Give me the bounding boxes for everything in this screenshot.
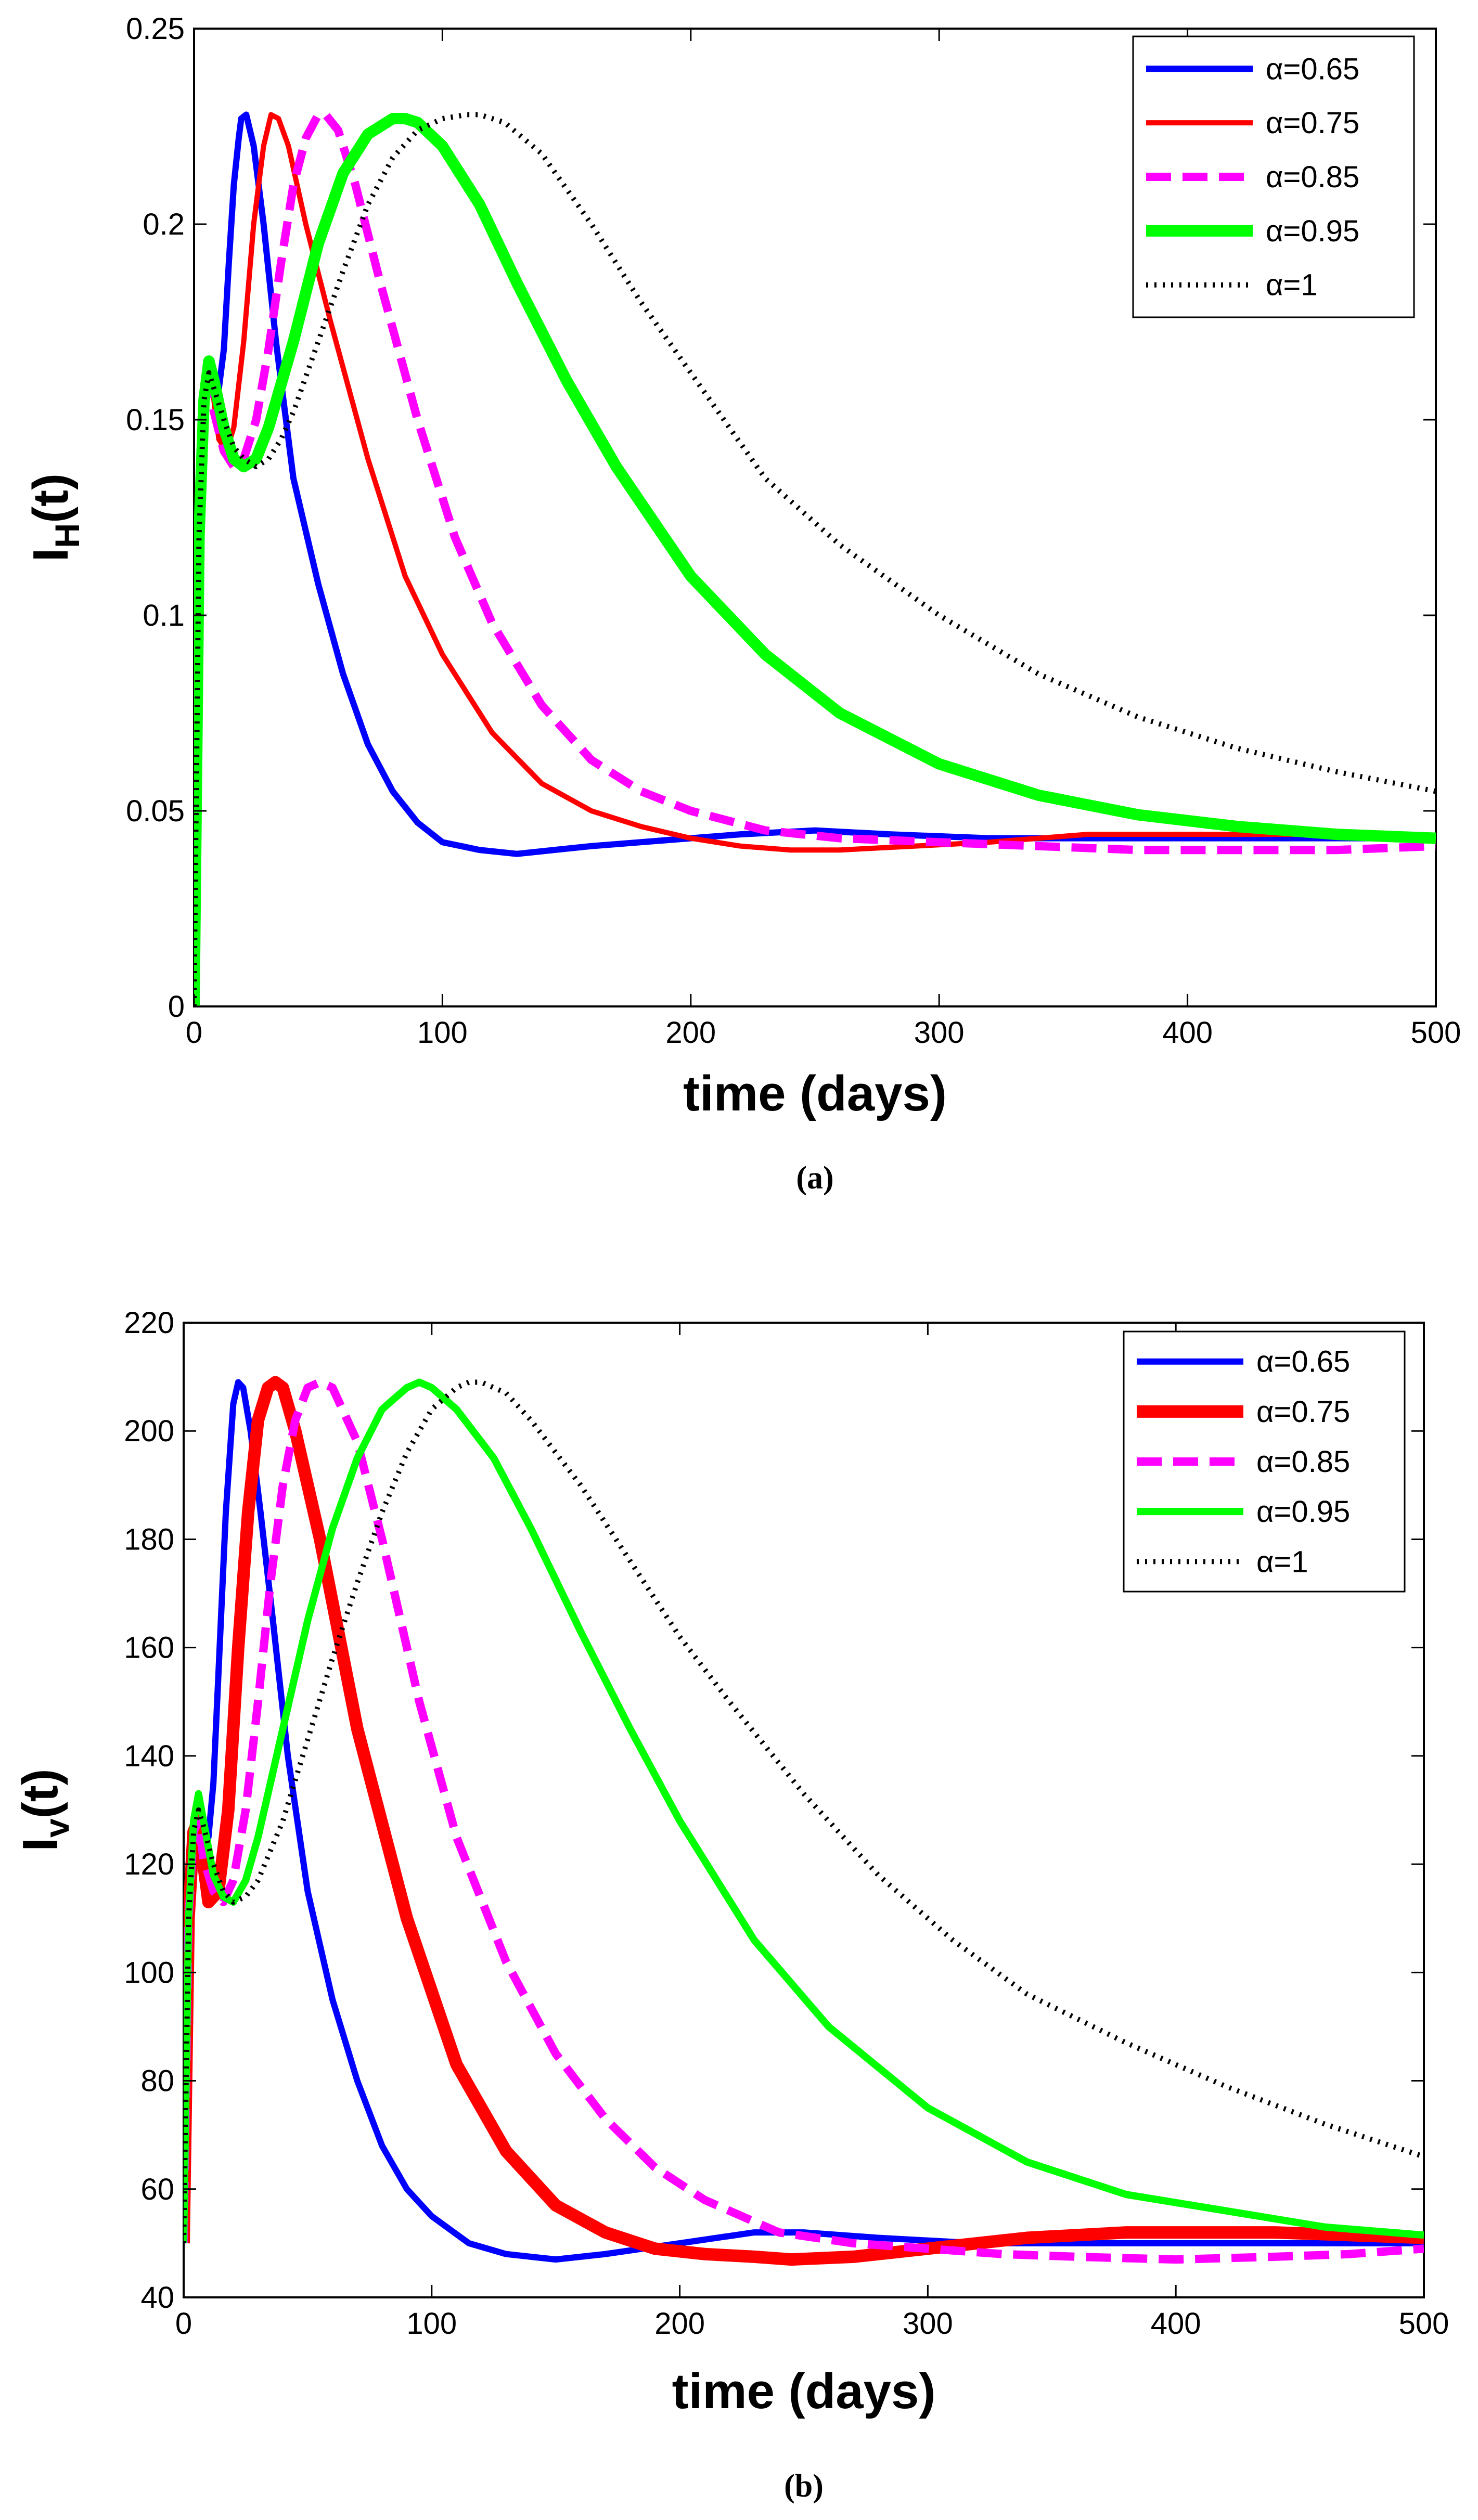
tick-group: 0 100 200 300 400 500 40 60 80 100 120 140 160 180 200… xyxy=(124,1306,1449,2341)
x-tick-label: 400 xyxy=(1162,1016,1213,1050)
y-axis-label-subscript: H xyxy=(48,523,86,548)
y-tick-label: 40 xyxy=(140,2281,174,2315)
series-group xyxy=(184,1376,1424,2266)
y-tick-label: 0.1 xyxy=(143,599,185,632)
x-axis-label: time (days) xyxy=(672,2363,936,2419)
x-tick-label: 0 xyxy=(186,1016,202,1050)
x-tick-label: 100 xyxy=(417,1016,468,1050)
y-tick-label: 0.2 xyxy=(143,208,185,241)
x-tick-label: 500 xyxy=(1411,1016,1461,1050)
legend-box xyxy=(1123,1330,1406,1593)
y-tick-label: 140 xyxy=(124,1739,174,1773)
y-tick-label: 100 xyxy=(124,1956,174,1989)
x-tick-label: 400 xyxy=(1151,2307,1201,2341)
y-axis-label: Iv(t) xyxy=(12,1768,76,1851)
series-line-4 xyxy=(194,113,1436,1006)
y-axis-label-main: I xyxy=(23,548,79,562)
legend: α=0.65 α=0.75 α=0.85 α=0.95 α=1 xyxy=(1132,35,1415,318)
legend-label-2: α=0.75 xyxy=(1266,106,1359,140)
legend-label-3: α=0.85 xyxy=(1256,1445,1350,1479)
y-axis-label-suffix: (t) xyxy=(23,473,79,523)
legend-label-2: α=0.75 xyxy=(1256,1395,1350,1429)
x-tick-label: 200 xyxy=(665,1016,716,1050)
panel-caption: (a) xyxy=(796,1160,833,1196)
series-group xyxy=(194,110,1436,1006)
y-tick-label: 0.05 xyxy=(126,794,185,828)
y-axis-label-suffix: (t) xyxy=(12,1768,68,1818)
x-axis-label: time (days) xyxy=(683,1066,947,1121)
x-tick-label: 100 xyxy=(406,2307,457,2341)
panel-caption: (b) xyxy=(784,2469,824,2504)
tick-group: 0 100 200 300 400 500 0 0.05 0.1 0.15 0.2 0.25 xyxy=(126,12,1461,1050)
legend-label-5: α=1 xyxy=(1266,268,1318,302)
legend-label-4: α=0.95 xyxy=(1266,214,1359,248)
series-line-4 xyxy=(184,1378,1424,2244)
legend-label-5: α=1 xyxy=(1256,1545,1308,1579)
y-tick-label: 200 xyxy=(124,1414,174,1448)
y-tick-label: 0 xyxy=(168,990,185,1024)
legend-label-1: α=0.65 xyxy=(1266,52,1359,86)
series-line-1 xyxy=(194,111,1436,1006)
y-tick-label: 0.25 xyxy=(126,12,185,46)
x-tick-label: 0 xyxy=(175,2307,192,2341)
legend: α=0.65 α=0.75 α=0.85 α=0.95 α=1 xyxy=(1123,1330,1406,1593)
legend-label-3: α=0.85 xyxy=(1266,160,1359,194)
x-tick-label: 200 xyxy=(654,2307,705,2341)
y-axis-label-subscript: v xyxy=(37,1818,76,1838)
panel-a: 0 100 200 300 400 500 0 0.05 0.1 0.15 0.2 0.25 α=0.… xyxy=(23,12,1461,1196)
y-axis-label: IH(t) xyxy=(23,473,86,562)
y-tick-label: 160 xyxy=(124,1631,174,1665)
y-tick-label: 0.15 xyxy=(126,403,185,437)
series-line-2 xyxy=(194,112,1436,1006)
y-tick-label: 180 xyxy=(124,1522,174,1556)
legend-label-4: α=0.95 xyxy=(1256,1495,1350,1529)
y-tick-label: 60 xyxy=(140,2173,174,2206)
series-line-1 xyxy=(184,1379,1424,2263)
legend-label-1: α=0.65 xyxy=(1256,1345,1350,1379)
y-axis-label-main: I xyxy=(12,1838,68,1852)
x-tick-label: 500 xyxy=(1399,2307,1449,2341)
y-tick-label: 120 xyxy=(124,1847,174,1881)
y-tick-label: 80 xyxy=(140,2064,174,2098)
legend-box xyxy=(1132,35,1415,318)
y-tick-label: 220 xyxy=(124,1306,174,1340)
series-line-2 xyxy=(184,1376,1424,2266)
x-tick-label: 300 xyxy=(914,1016,965,1050)
panel-b: 0 100 200 300 400 500 40 60 80 100 120 140 160 180 200… xyxy=(12,1306,1449,2504)
series-line-3 xyxy=(184,1378,1424,2264)
x-tick-label: 300 xyxy=(903,2307,953,2341)
series-line-5 xyxy=(184,1379,1424,2243)
